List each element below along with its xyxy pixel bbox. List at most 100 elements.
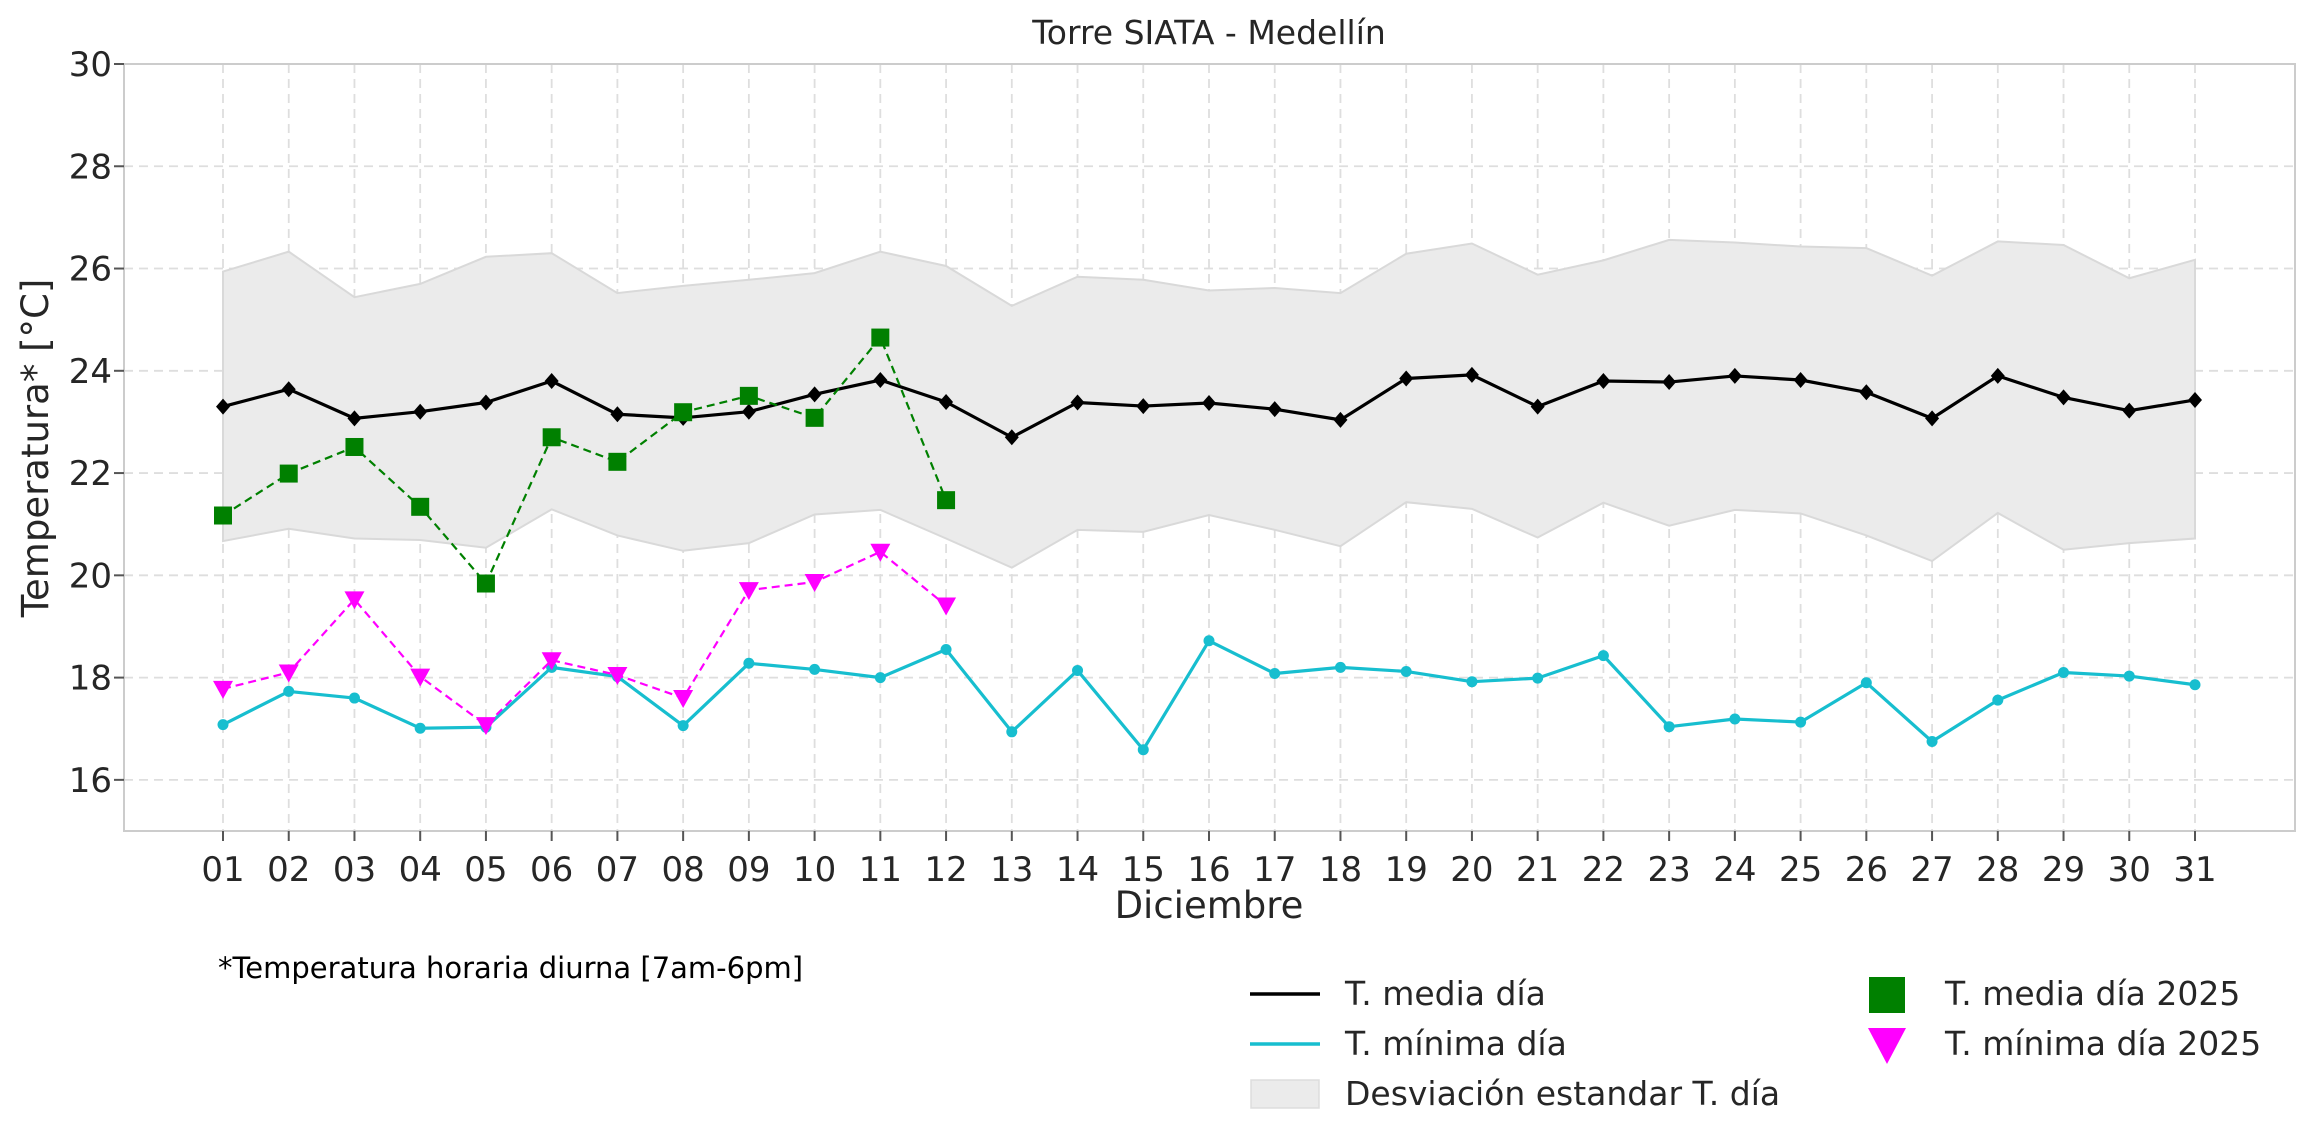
data-point-circle: [1532, 672, 1544, 684]
y-tick-label: 16: [69, 761, 112, 801]
data-point-triangle: [936, 597, 957, 616]
y-tick-label: 28: [69, 147, 112, 187]
data-point-circle: [2058, 666, 2070, 678]
data-point-circle: [1006, 726, 1018, 738]
data-point-circle: [1597, 650, 1609, 662]
data-point-diamond: [1530, 398, 1545, 415]
y-tick-label: 26: [69, 250, 112, 290]
data-point-diamond: [1859, 384, 1874, 401]
x-tick-label: 31: [2173, 850, 2216, 890]
x-tick-label: 27: [1910, 850, 1953, 890]
x-tick-label: 19: [1385, 850, 1428, 890]
x-tick-label: 11: [859, 850, 902, 890]
data-point-diamond: [1399, 370, 1414, 387]
data-point-triangle: [870, 543, 891, 562]
x-tick-label: 12: [924, 850, 967, 890]
data-point-diamond: [610, 406, 625, 423]
data-point-circle: [1860, 677, 1872, 689]
data-point-diamond: [347, 410, 362, 427]
data-point-diamond: [1333, 411, 1348, 428]
x-tick-label: 14: [1056, 850, 1099, 890]
data-point-square: [345, 437, 364, 456]
data-point-square: [937, 491, 956, 510]
x-tick-label: 21: [1516, 850, 1559, 890]
data-point-diamond: [2188, 391, 2202, 408]
series-line: [222, 336, 948, 585]
data-point-diamond: [807, 386, 822, 403]
footnote: *Temperatura horaria diurna [7am-6pm]: [218, 951, 803, 985]
legend-label-mean: T. media día: [1344, 974, 1546, 1013]
series-solid-line-diamond: [216, 366, 2202, 446]
legend-swatch-min-2025: [1868, 1028, 1906, 1064]
data-point-circle: [1334, 661, 1346, 673]
data-point-diamond: [1727, 367, 1742, 384]
data-point-triangle: [804, 573, 825, 592]
x-tick-label: 02: [267, 850, 310, 890]
data-point-diamond: [544, 373, 559, 390]
y-tick-label: 18: [69, 659, 112, 699]
data-point-circle: [283, 685, 295, 697]
x-tick-label: 20: [1450, 850, 1493, 890]
data-point-triangle: [344, 591, 365, 610]
x-tick-label: 25: [1779, 850, 1822, 890]
y-tick-label: 24: [69, 352, 112, 392]
series-dashed-line-triangle-down: [213, 543, 957, 736]
y-tick-label: 20: [69, 556, 112, 596]
data-point-square: [279, 464, 298, 483]
x-tick-label: 23: [1648, 850, 1691, 890]
x-tick-label: 28: [1976, 850, 2019, 890]
y-axis-label: Temperatura* [°C]: [14, 279, 57, 619]
legend: T. media día T. mínima día Desviación es…: [1250, 974, 2261, 1113]
data-point-circle: [217, 719, 229, 731]
chart-title: Torre SIATA - Medellín: [1031, 13, 1386, 52]
x-tick-label: 16: [1187, 850, 1230, 890]
data-point-triangle: [541, 652, 562, 671]
data-point-diamond: [939, 393, 954, 410]
data-point-square: [542, 428, 561, 447]
x-tick-label: 17: [1253, 850, 1296, 890]
data-point-circle: [2189, 679, 2201, 691]
x-tick-label: 22: [1582, 850, 1625, 890]
series-line: [222, 550, 947, 727]
data-point-square: [871, 328, 890, 347]
legend-label-std: Desviación estandar T. día: [1345, 1074, 1780, 1113]
legend-label-mean-2025: T. media día 2025: [1944, 974, 2240, 1013]
data-point-circle: [1729, 713, 1741, 725]
y-tick-label: 30: [69, 45, 112, 85]
x-axis: 01 02 03 04 05 06 07 08 09 10 11 12 13 14 15 16 17 18 19 20…: [201, 831, 2217, 890]
legend-label-min-2025: T. mínima día 2025: [1944, 1024, 2261, 1063]
data-point-triangle: [738, 582, 759, 601]
x-tick-label: 08: [662, 850, 705, 890]
data-point-diamond: [1662, 374, 1677, 391]
x-tick-label: 10: [793, 850, 836, 890]
data-point-diamond: [1925, 410, 1940, 427]
x-tick-label: 06: [530, 850, 573, 890]
data-point-diamond: [216, 398, 230, 415]
legend-label-min: T. mínima día: [1344, 1024, 1567, 1063]
data-point-circle: [2123, 670, 2135, 682]
data-point-square: [411, 497, 430, 516]
x-tick-label: 18: [1319, 850, 1362, 890]
data-point-diamond: [2056, 389, 2071, 406]
data-point-circle: [1663, 721, 1675, 733]
data-point-square: [674, 403, 693, 422]
data-point-circle: [1466, 676, 1478, 688]
legend-swatch-std: [1250, 1079, 1320, 1109]
data-point-diamond: [1596, 373, 1611, 390]
data-point-triangle: [475, 717, 496, 736]
data-point-triangle: [607, 667, 628, 686]
data-point-square: [805, 408, 824, 427]
data-point-circle: [743, 657, 755, 669]
x-tick-label: 29: [2042, 850, 2085, 890]
data-point-circle: [940, 643, 952, 655]
data-point-triangle: [410, 668, 431, 687]
data-point-square: [476, 574, 495, 593]
data-point-circle: [348, 692, 360, 704]
x-tick-label: 26: [1845, 850, 1888, 890]
x-tick-label: 13: [990, 850, 1033, 890]
x-tick-label: 04: [399, 850, 442, 890]
x-tick-label: 05: [464, 850, 507, 890]
data-point-circle: [414, 722, 426, 734]
data-point-circle: [677, 720, 689, 732]
